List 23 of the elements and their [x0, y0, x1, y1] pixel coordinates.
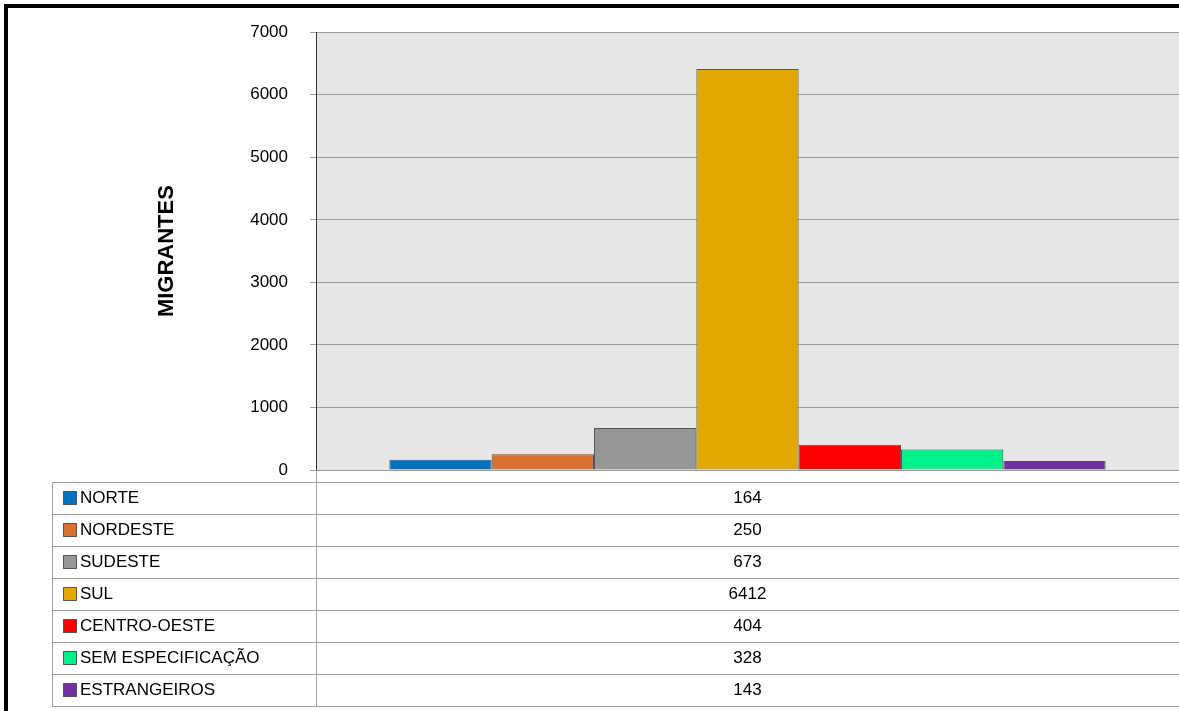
text: 328	[733, 647, 762, 667]
text: 250	[733, 519, 762, 539]
y-tick-label: 3000	[250, 272, 288, 292]
y-tick-label: 6000	[250, 84, 288, 104]
text: 143	[733, 679, 762, 699]
legend-label: SUDESTE	[80, 551, 161, 571]
legend-label: ESTRANGEIROS	[80, 679, 216, 699]
legend-label: SUL	[80, 583, 114, 603]
legend-label: SEM ESPECIFICAÇÃO	[80, 647, 260, 667]
text: 6412	[728, 583, 767, 603]
text: 673	[733, 551, 762, 571]
legend-label: NORDESTE	[80, 519, 175, 539]
y-tick-label: 0	[278, 459, 288, 479]
y-tick-label: 2000	[250, 334, 288, 354]
y-tick-label: 1000	[250, 397, 288, 417]
legend-label: NORTE	[80, 487, 140, 507]
legend-label: CENTRO-OESTE	[80, 615, 216, 635]
y-axis-title: MIGRANTES	[153, 185, 179, 318]
y-tick-label: 5000	[250, 146, 288, 166]
y-tick-label: 4000	[250, 209, 288, 229]
text: 404	[733, 615, 762, 635]
text: 164	[733, 487, 762, 507]
y-tick-label: 7000	[250, 21, 288, 41]
